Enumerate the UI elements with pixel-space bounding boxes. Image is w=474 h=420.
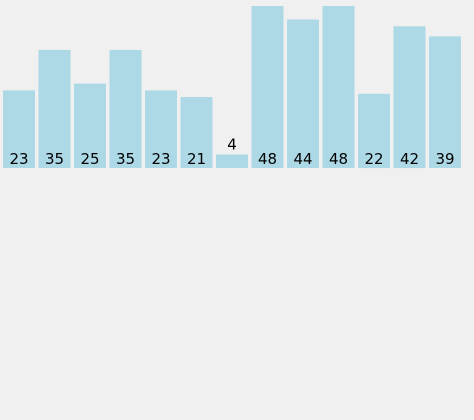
bar-9 [287,19,319,168]
bar-13 [429,36,461,169]
bar-value-label-11: 22 [364,150,383,168]
bar-3 [74,83,106,168]
bar-value-label-2: 35 [45,150,64,168]
bar-11 [358,93,390,169]
bar-value-label-8: 48 [258,150,277,168]
bar-10 [322,6,355,168]
bar-value-label-9: 44 [293,150,312,168]
bar-4 [109,49,142,168]
bar-12 [393,26,426,169]
bar-value-label-10: 48 [329,150,348,168]
bar-1 [3,90,35,168]
bar-value-label-13: 39 [435,150,454,168]
bar-value-label-3: 25 [80,150,99,168]
bar-value-label-5: 23 [151,150,170,168]
bar-7 [216,154,248,168]
bar-2 [38,49,71,168]
bar-8 [251,6,284,168]
bar-value-label-7: 4 [227,136,237,154]
bar-6 [180,97,213,168]
bar-5 [145,90,177,168]
bar-value-label-4: 35 [116,150,135,168]
bar-value-label-1: 23 [9,150,28,168]
bar-value-label-12: 42 [400,150,419,168]
bar-value-label-6: 21 [187,150,206,168]
